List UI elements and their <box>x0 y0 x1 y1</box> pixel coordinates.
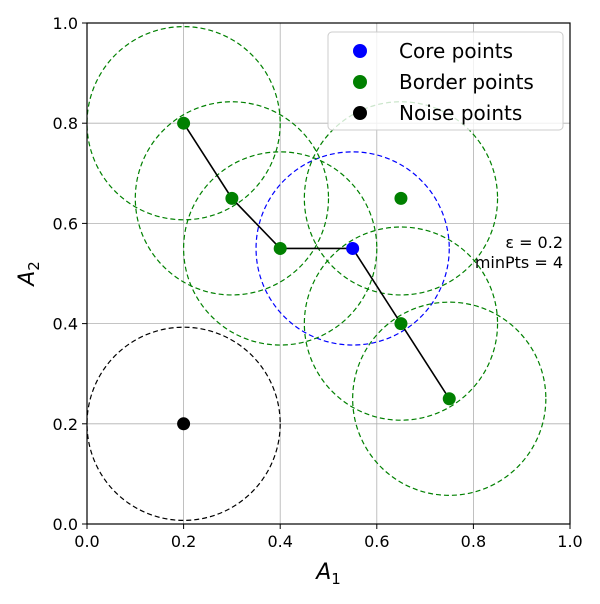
y-tick-label: 1.0 <box>53 14 78 33</box>
y-tick-label: 0.2 <box>53 415 78 434</box>
border-point <box>394 191 408 205</box>
y-axis-label: A2 <box>15 261 43 288</box>
y-tick-label: 0.6 <box>53 214 78 233</box>
parameter-annotation: ε = 0.2 minPts = 4 <box>475 233 563 272</box>
y-tick-label: 0.8 <box>53 114 78 133</box>
epsilon-circle <box>352 301 547 496</box>
x-tick-label: 0.2 <box>171 532 196 551</box>
y-tick-label: 0.4 <box>53 315 78 334</box>
axis-ticks: 0.0 0.2 0.4 0.6 0.8 1.0 0.0 0.2 0.4 0.6 0.8 1.0 <box>53 14 583 551</box>
epsilon-circle <box>86 25 281 221</box>
legend-label-core: Core points <box>399 39 513 63</box>
x-tick-label: 0.0 <box>74 532 99 551</box>
border-point <box>442 392 456 406</box>
x-tick-label: 0.8 <box>461 532 486 551</box>
epsilon-circle <box>86 326 281 521</box>
legend-box <box>327 31 564 131</box>
legend-label-noise: Noise points <box>399 101 522 125</box>
y-tick-label: 0.0 <box>53 515 78 534</box>
epsilon-circles <box>86 25 547 521</box>
border-point <box>394 317 408 331</box>
epsilon-circle <box>183 151 378 346</box>
connection-lines <box>182 122 450 400</box>
epsilon-circle <box>303 101 499 296</box>
epsilon-circle <box>255 151 450 346</box>
x-tick-label: 0.6 <box>364 532 389 551</box>
epsilon-circle <box>134 101 330 296</box>
legend-label-border: Border points <box>399 70 534 94</box>
legend-marker-noise <box>353 106 367 120</box>
epsilon-circle <box>303 226 499 421</box>
border-point <box>273 241 287 255</box>
epsilon-annotation: ε = 0.2 <box>505 233 563 252</box>
minpts-annotation: minPts = 4 <box>475 253 563 272</box>
border-point <box>225 191 239 205</box>
core-point <box>346 241 360 255</box>
border-point <box>177 116 191 130</box>
legend-marker-border <box>353 75 367 89</box>
x-tick-label: 0.4 <box>267 532 292 551</box>
plot-frame <box>86 22 571 525</box>
x-axis-label: A1 <box>314 560 341 588</box>
data-points <box>177 116 456 431</box>
x-tick-label: 1.0 <box>557 532 582 551</box>
legend: Core points Border points Noise points <box>327 31 564 131</box>
legend-marker-core <box>353 44 367 58</box>
connection-path <box>182 122 450 400</box>
noise-point <box>177 417 191 431</box>
